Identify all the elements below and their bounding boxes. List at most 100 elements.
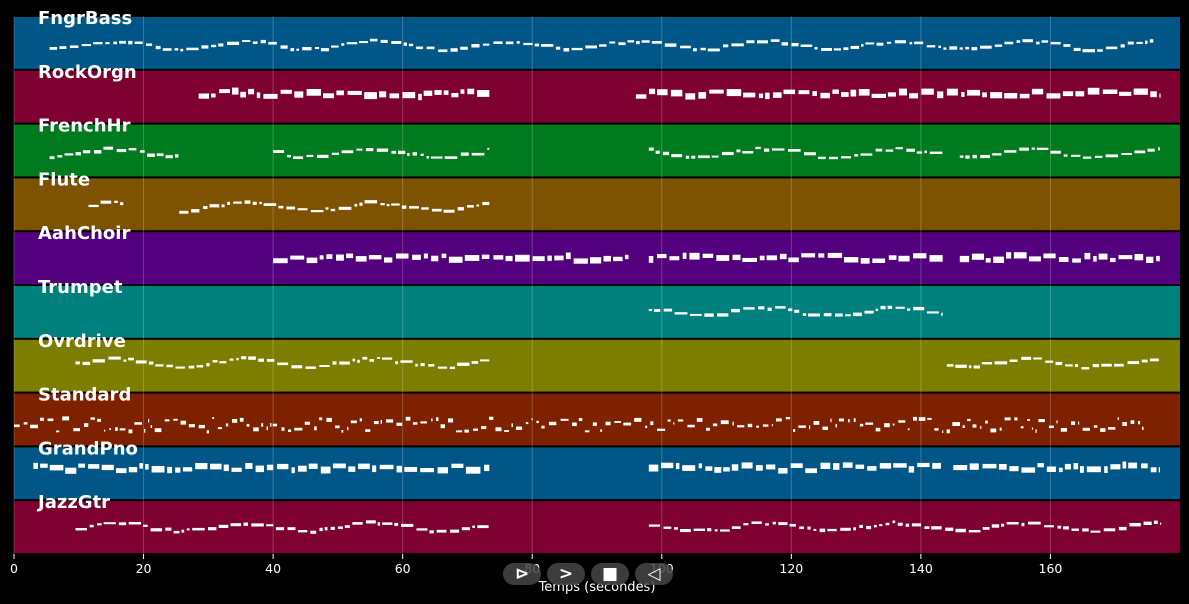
- note-mark: [980, 154, 990, 159]
- note-mark: [893, 463, 907, 468]
- note-mark: [871, 93, 886, 98]
- note-mark: [481, 426, 487, 430]
- note-mark: [853, 527, 856, 531]
- note-mark: [563, 48, 570, 52]
- track-band: [14, 447, 1180, 500]
- note-mark: [955, 364, 967, 368]
- note-mark: [1036, 147, 1049, 150]
- note-mark: [967, 418, 971, 422]
- note-mark: [359, 41, 368, 44]
- note-mark: [926, 45, 936, 48]
- note-mark: [260, 39, 266, 44]
- note-mark: [515, 254, 530, 262]
- note-mark: [898, 88, 907, 96]
- note-mark: [913, 253, 927, 259]
- note-mark: [438, 49, 448, 53]
- note-mark: [921, 88, 934, 95]
- note-mark: [395, 361, 399, 365]
- note-mark: [565, 252, 571, 260]
- note-mark: [906, 148, 915, 152]
- note-mark: [854, 154, 859, 157]
- note-mark: [663, 151, 670, 156]
- note-mark: [273, 258, 288, 264]
- note-mark: [994, 361, 1008, 365]
- note-mark: [484, 464, 490, 472]
- note-mark: [1159, 93, 1161, 98]
- note-mark: [379, 91, 387, 98]
- stop-button[interactable]: ■: [591, 563, 629, 585]
- note-mark: [377, 522, 381, 526]
- note-mark: [937, 91, 944, 99]
- note-mark: [747, 423, 753, 428]
- note-mark: [590, 257, 602, 264]
- note-mark: [310, 210, 324, 213]
- note-mark: [705, 466, 713, 471]
- note-mark: [1048, 425, 1054, 429]
- note-mark: [78, 463, 85, 468]
- note-mark: [560, 418, 569, 421]
- note-mark: [1050, 41, 1061, 45]
- note-mark: [97, 418, 101, 422]
- note-mark: [993, 256, 1004, 263]
- note-mark: [932, 462, 941, 469]
- note-mark: [477, 525, 489, 529]
- note-mark: [693, 528, 705, 531]
- note-mark: [755, 146, 761, 150]
- note-mark: [482, 201, 490, 206]
- note-mark: [627, 40, 635, 43]
- back-button[interactable]: ◁: [635, 563, 673, 585]
- note-mark: [541, 44, 554, 47]
- note-mark: [822, 426, 828, 430]
- note-mark: [401, 523, 414, 527]
- note-mark: [134, 422, 142, 425]
- note-mark: [331, 152, 339, 155]
- note-mark: [994, 44, 1003, 47]
- note-mark: [664, 43, 677, 47]
- note-mark: [1063, 154, 1068, 157]
- note-mark: [273, 150, 285, 153]
- note-mark: [221, 204, 225, 208]
- note-mark: [396, 465, 402, 473]
- note-mark: [929, 255, 943, 262]
- note-mark: [1138, 420, 1141, 425]
- note-mark: [523, 42, 533, 46]
- note-mark: [346, 253, 354, 259]
- note-mark: [493, 255, 504, 260]
- note-mark: [270, 423, 272, 427]
- note-mark: [304, 421, 310, 425]
- note-mark: [373, 421, 379, 425]
- note-mark: [758, 306, 765, 310]
- note-mark: [420, 468, 434, 473]
- note-mark: [244, 200, 251, 204]
- note-mark: [1081, 367, 1090, 370]
- note-mark: [64, 153, 74, 156]
- note-mark: [578, 418, 583, 422]
- note-mark: [645, 425, 648, 429]
- note-mark: [148, 361, 154, 365]
- note-mark: [1130, 420, 1135, 424]
- note-mark: [330, 208, 336, 212]
- note-mark: [880, 305, 886, 310]
- note-mark: [166, 364, 173, 368]
- note-mark: [865, 422, 874, 425]
- note-mark: [982, 463, 997, 469]
- note-mark: [980, 45, 992, 49]
- note-mark: [680, 45, 691, 49]
- note-mark: [319, 417, 323, 421]
- note-mark: [887, 92, 896, 97]
- track-label: JazzGtr: [36, 492, 110, 513]
- forward-button[interactable]: >: [547, 563, 585, 585]
- note-mark: [807, 526, 811, 530]
- note-mark: [75, 152, 81, 156]
- play-button[interactable]: ⊳: [503, 563, 541, 585]
- note-mark: [690, 313, 702, 316]
- note-mark: [412, 422, 418, 425]
- note-mark: [1103, 528, 1116, 532]
- note-mark: [219, 89, 230, 94]
- note-mark: [858, 89, 870, 96]
- note-mark: [69, 45, 79, 48]
- x-tick-label: 0: [10, 561, 18, 576]
- note-mark: [1019, 147, 1029, 151]
- note-mark: [1004, 41, 1014, 45]
- note-mark: [1120, 44, 1125, 48]
